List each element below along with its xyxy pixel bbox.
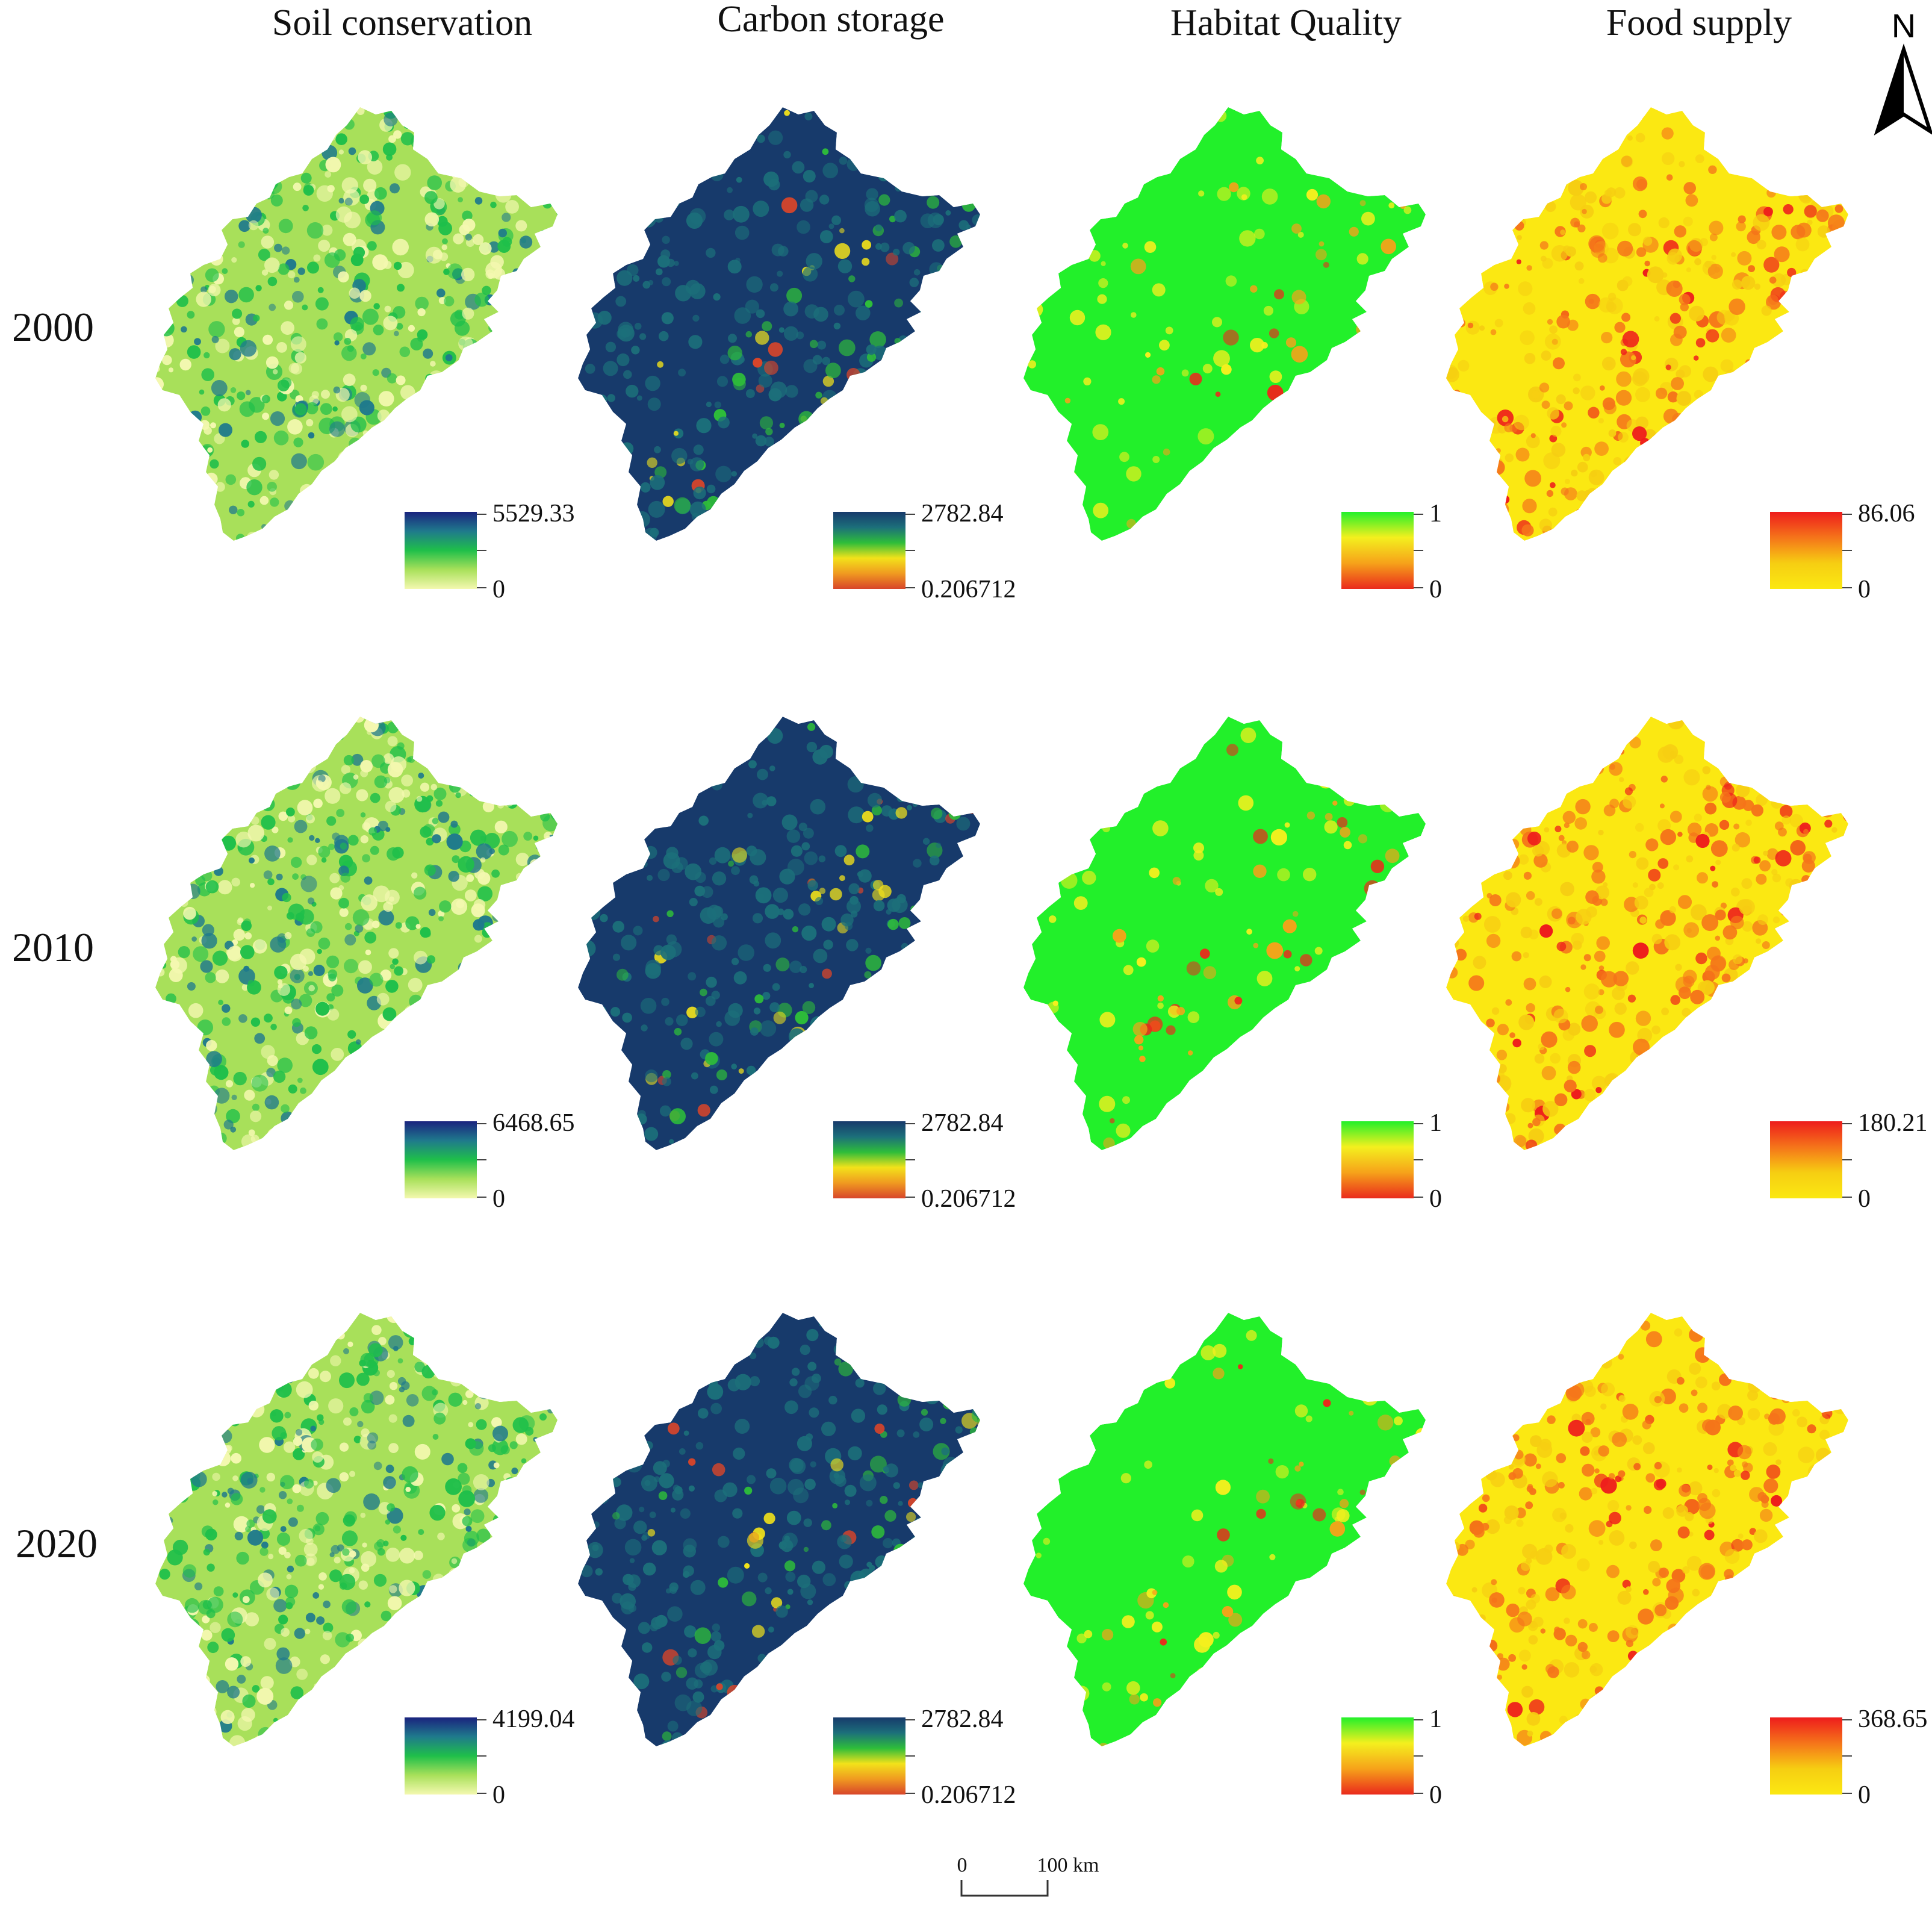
legend-max-label: 4199.04 bbox=[492, 1705, 575, 1733]
legend-color-ramp bbox=[833, 512, 905, 589]
legend-max-label: 2782.84 bbox=[921, 500, 1004, 528]
legend-color-ramp bbox=[833, 1717, 905, 1795]
map-habitat-2020: 10 bbox=[1023, 1313, 1442, 1809]
map-soil-2020: 4199.04 0 bbox=[155, 1313, 575, 1809]
legend-color-ramp bbox=[405, 1717, 477, 1795]
legend-color-ramp bbox=[1341, 1717, 1414, 1795]
legend-carbon-2020: 2782.84 0.206712 bbox=[833, 1705, 1016, 1809]
legend-min-label: 0.206712 bbox=[921, 1781, 1016, 1809]
legend-max-label: 2782.84 bbox=[921, 1109, 1004, 1137]
legend-min-label: 0 bbox=[1858, 1185, 1871, 1213]
map-habitat-2010: 10 bbox=[1023, 717, 1442, 1213]
column-titles: Soil conservation Carbon storage Habitat… bbox=[272, 0, 1792, 43]
legend-color-ramp bbox=[405, 512, 477, 589]
legend-max-label: 1 bbox=[1429, 1109, 1442, 1137]
map-habitat-2000: 10 bbox=[1023, 107, 1442, 603]
column-title-carbon: Carbon storage bbox=[717, 0, 944, 40]
scale-bar-end-label: 100 km bbox=[1037, 1854, 1099, 1876]
legend-min-label: 0 bbox=[492, 1185, 505, 1213]
legend-food-2020: 368.65 0 bbox=[1770, 1705, 1928, 1809]
legend-min-label: 0 bbox=[1429, 1781, 1442, 1809]
legend-color-ramp bbox=[1341, 512, 1414, 589]
legend-min-label: 0 bbox=[1429, 1185, 1442, 1213]
column-title-food: Food supply bbox=[1606, 2, 1792, 43]
legend-soil-2000: 5529.33 0 bbox=[405, 500, 575, 603]
map-soil-2000: 5529.33 0 bbox=[155, 107, 575, 603]
legend-food-2010: 180.21 0 bbox=[1770, 1109, 1928, 1213]
north-arrow-label: N bbox=[1892, 7, 1916, 45]
legend-max-label: 1 bbox=[1429, 1705, 1442, 1733]
legend-min-label: 0 bbox=[1858, 1781, 1871, 1809]
legend-min-label: 0.206712 bbox=[921, 1185, 1016, 1213]
legend-min-label: 0 bbox=[492, 576, 505, 603]
map-panels: 5529.3302782.840.2067121086.0606468.6502… bbox=[155, 107, 1928, 1809]
legend-min-label: 0 bbox=[1429, 576, 1442, 603]
scale-bar-start-label: 0 bbox=[957, 1854, 968, 1876]
legend-color-ramp bbox=[1770, 512, 1842, 589]
legend-color-ramp bbox=[405, 1121, 477, 1198]
legend-color-ramp bbox=[1770, 1121, 1842, 1198]
legend-max-label: 1 bbox=[1429, 500, 1442, 528]
legend-soil-2020: 4199.04 0 bbox=[405, 1705, 575, 1809]
legend-max-label: 5529.33 bbox=[492, 500, 575, 528]
legend-max-label: 86.06 bbox=[1858, 500, 1915, 528]
legend-color-ramp bbox=[833, 1121, 905, 1198]
legend-soil-2010: 6468.65 0 bbox=[405, 1109, 575, 1213]
map-food-2020: 368.65 0 bbox=[1446, 1313, 1928, 1809]
legend-max-label: 2782.84 bbox=[921, 1705, 1004, 1733]
scale-bar: 0 100 km bbox=[957, 1854, 1099, 1897]
legend-carbon-2010: 2782.84 0.206712 bbox=[833, 1109, 1016, 1213]
north-arrow: N bbox=[1874, 7, 1932, 136]
map-carbon-2010: 2782.84 0.206712 bbox=[578, 717, 1016, 1213]
legend-max-label: 180.21 bbox=[1858, 1109, 1928, 1137]
row-labels: 2000 2010 2020 bbox=[12, 304, 98, 1566]
legend-max-label: 6468.65 bbox=[492, 1109, 575, 1137]
legend-habitat-2010: 10 bbox=[1341, 1109, 1442, 1213]
column-title-habitat: Habitat Quality bbox=[1170, 2, 1402, 43]
legend-habitat-2020: 10 bbox=[1341, 1705, 1442, 1809]
year-label-2020: 2020 bbox=[16, 1521, 98, 1566]
legend-carbon-2000: 2782.84 0.206712 bbox=[833, 500, 1016, 603]
legend-food-2000: 86.06 0 bbox=[1770, 500, 1915, 603]
map-soil-2010: 6468.65 0 bbox=[155, 717, 575, 1213]
map-carbon-2020: 2782.84 0.206712 bbox=[578, 1313, 1016, 1809]
legend-max-label: 368.65 bbox=[1858, 1705, 1928, 1733]
legend-habitat-2000: 10 bbox=[1341, 500, 1442, 603]
legend-color-ramp bbox=[1770, 1717, 1842, 1795]
legend-min-label: 0.206712 bbox=[921, 576, 1016, 603]
map-food-2000: 86.06 0 bbox=[1446, 107, 1915, 603]
legend-min-label: 0 bbox=[1858, 576, 1871, 603]
year-label-2010: 2010 bbox=[12, 924, 94, 970]
legend-min-label: 0 bbox=[492, 1781, 505, 1809]
map-carbon-2000: 2782.84 0.206712 bbox=[578, 107, 1016, 603]
scale-bar-line bbox=[960, 1880, 1049, 1897]
year-label-2000: 2000 bbox=[12, 304, 94, 350]
column-title-soil: Soil conservation bbox=[272, 2, 532, 43]
map-food-2010: 180.21 0 bbox=[1446, 717, 1928, 1213]
legend-color-ramp bbox=[1341, 1121, 1414, 1198]
